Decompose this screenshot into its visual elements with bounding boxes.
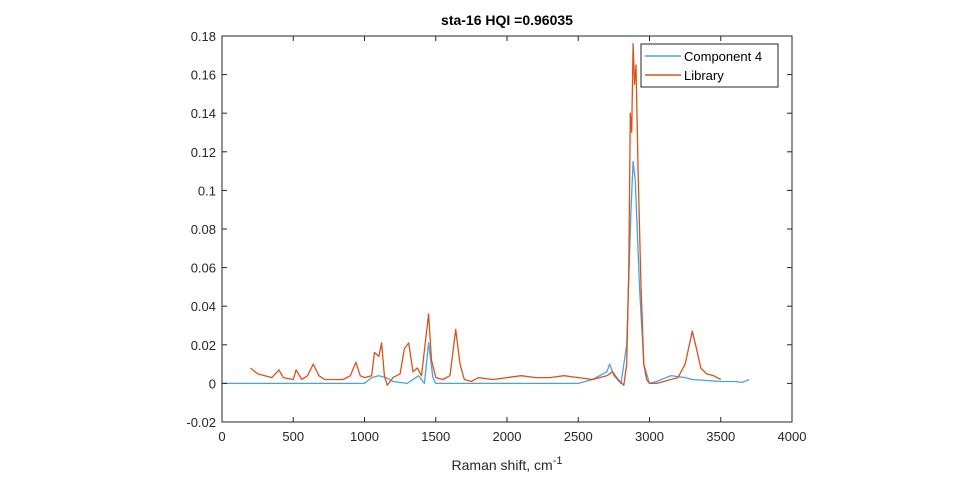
- y-tick-label: 0.12: [191, 145, 216, 160]
- x-axis-label-superscript: -1: [553, 455, 563, 467]
- y-tick-label: 0.18: [191, 29, 216, 44]
- legend[interactable]: Component 4 Library: [640, 43, 779, 88]
- y-tick-label: 0.06: [191, 261, 216, 276]
- y-tick-label: 0: [209, 376, 216, 391]
- axes-box: [221, 35, 793, 423]
- y-tick-label: -0.02: [186, 415, 216, 430]
- y-tick-label: 0.02: [191, 338, 216, 353]
- y-tick-label: 0.04: [191, 299, 216, 314]
- series-lines: [222, 43, 750, 386]
- legend-label-component-4: Component 4: [684, 49, 762, 64]
- x-tick-label: 4000: [778, 429, 807, 444]
- chart-title: sta-16 HQI =0.96035: [441, 12, 573, 28]
- series-line-library: [250, 43, 722, 386]
- x-tick-label: 500: [282, 429, 304, 444]
- x-axis-label: Raman shift, cm-1: [452, 455, 563, 473]
- y-tick-label: 0.08: [191, 222, 216, 237]
- x-tick-label: 1000: [350, 429, 379, 444]
- x-axis-label-text: Raman shift, cm: [452, 457, 553, 473]
- x-tick-label: 3500: [706, 429, 735, 444]
- x-tick-label: 1500: [421, 429, 450, 444]
- y-tick-label: 0.1: [198, 183, 216, 198]
- x-tick-label: 2000: [493, 429, 522, 444]
- x-tick-label: 3000: [635, 429, 664, 444]
- y-tick-label: 0.16: [191, 68, 216, 83]
- x-tick-label: 0: [218, 429, 225, 444]
- legend-box: [640, 43, 779, 88]
- x-tick-label: 2500: [564, 429, 593, 444]
- axis-ticks: 0 500 1000 1500 2000 2500 3000 3500 4000-0.0200.…: [186, 29, 806, 444]
- legend-label-library: Library: [684, 68, 724, 83]
- y-tick-label: 0.14: [191, 106, 216, 121]
- series-line-component-4: [222, 160, 750, 385]
